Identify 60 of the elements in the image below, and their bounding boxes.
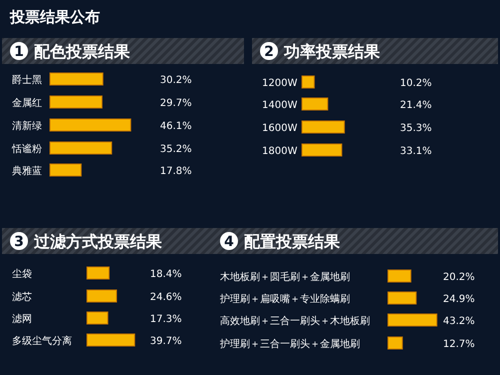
y-tick-label: 1200W xyxy=(262,78,298,89)
data-label: 17.3% xyxy=(150,314,182,325)
data-label: 24.6% xyxy=(150,292,182,303)
y-tick-label: 爵士黑 xyxy=(12,74,42,86)
text: 1 xyxy=(14,44,24,60)
bar xyxy=(302,144,342,156)
data-label: 17.8% xyxy=(160,166,192,177)
data-label: 20.2% xyxy=(443,272,475,283)
data-label: 30.2% xyxy=(160,75,192,86)
bar xyxy=(302,76,315,88)
text: 2 xyxy=(264,44,274,60)
bar xyxy=(86,312,108,324)
y-tick-label: 尘袋 xyxy=(12,268,32,280)
y-tick-label: 高效地刷＋三合一刷头＋木地板刷 xyxy=(220,315,370,327)
y-tick-label: 滤芯 xyxy=(12,291,32,303)
y-tick-label: 多级尘气分离 xyxy=(12,335,72,347)
y-tick-label: 护理刷＋三合一刷头＋金属地刷 xyxy=(219,338,360,350)
data-label: 10.2% xyxy=(400,78,432,89)
data-label: 24.9% xyxy=(443,294,475,305)
data-label: 21.4% xyxy=(400,100,432,111)
y-tick-label: 1400W xyxy=(262,100,298,111)
y-tick-label: 护理刷＋扁吸嘴＋专业除螨刷 xyxy=(219,293,350,305)
y-tick-label: 清新绿 xyxy=(12,120,42,132)
y-tick-label: 滤网 xyxy=(12,313,32,325)
data-label: 12.7% xyxy=(443,339,475,350)
bar xyxy=(388,292,417,304)
chart-title: 配色投票结果 xyxy=(34,42,131,61)
chart-title: 配置投票结果 xyxy=(244,232,341,251)
bar xyxy=(50,72,104,86)
y-tick-label: 1600W xyxy=(262,123,298,134)
y-tick-label: 典雅蓝 xyxy=(12,165,42,177)
data-label: 35.2% xyxy=(160,144,192,155)
bar xyxy=(50,118,132,132)
bar xyxy=(50,96,102,108)
text: 3 xyxy=(14,234,24,250)
bar xyxy=(86,334,136,346)
data-label: 46.1% xyxy=(160,121,192,132)
y-tick-label: 木地板刷＋圆毛刷＋金属地刷 xyxy=(220,271,350,283)
chart-title: 过滤方式投票结果 xyxy=(33,232,163,251)
bar xyxy=(388,270,412,282)
data-label: 18.4% xyxy=(150,269,182,280)
bar xyxy=(50,164,82,176)
data-label: 39.7% xyxy=(150,336,182,347)
y-tick-label: 恬谧粉 xyxy=(11,143,42,155)
bar xyxy=(86,266,110,280)
text: 4 xyxy=(224,234,234,250)
bar xyxy=(86,290,118,302)
data-label: 33.1% xyxy=(400,146,432,157)
data-label: 35.3% xyxy=(400,123,432,134)
bar xyxy=(302,120,345,134)
text: 投票结果公布 xyxy=(9,8,100,26)
chart-title: 功率投票结果 xyxy=(283,42,381,61)
data-label: 43.2% xyxy=(443,316,475,327)
y-tick-label: 金属红 xyxy=(12,97,42,109)
bar xyxy=(388,336,403,350)
y-tick-label: 1800W xyxy=(262,146,298,157)
bar xyxy=(50,142,112,154)
bar xyxy=(388,314,438,326)
bar xyxy=(302,98,328,110)
data-label: 29.7% xyxy=(160,98,192,109)
